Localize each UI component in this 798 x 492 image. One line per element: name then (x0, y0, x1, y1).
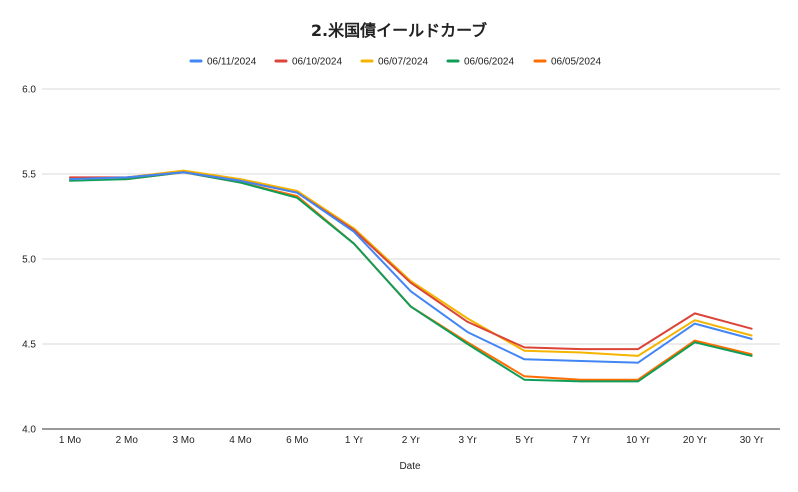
x-axis-ticks: 1 Mo 2 Mo 3 Mo 4 Mo 6 Mo 1 Yr 2 Yr 3 Yr 5 Yr 7 Yr… (59, 435, 764, 446)
legend-label: 06/07/2024 (378, 57, 428, 68)
legend: 06/11/2024 06/10/2024 06/07/2024 06/06/2024… (189, 57, 601, 68)
gridlines (42, 88, 780, 430)
x-tick-label: 2 Mo (116, 435, 139, 446)
x-tick-label: 20 Yr (683, 435, 707, 446)
x-tick-label: 5 Yr (515, 435, 534, 446)
x-tick-label: 3 Yr (459, 435, 478, 446)
x-axis-label: Date (399, 461, 421, 472)
series-line-06-10-2024 (69, 171, 753, 351)
series-line-06-07-2024 (69, 169, 753, 357)
y-tick-label: 6.0 (22, 85, 36, 96)
chart-title: 2.米国債イールドカーブ (311, 21, 487, 40)
y-axis-ticks: 4.0 4.5 5.0 5.5 6.0 (22, 85, 36, 436)
x-tick-label: 3 Mo (172, 435, 195, 446)
x-tick-label: 2 Yr (402, 435, 421, 446)
y-tick-label: 5.5 (22, 170, 36, 181)
x-tick-label: 6 Mo (286, 435, 309, 446)
x-tick-label: 1 Mo (59, 435, 82, 446)
y-tick-label: 5.0 (22, 255, 36, 266)
y-tick-label: 4.5 (22, 340, 36, 351)
legend-label: 06/06/2024 (464, 57, 514, 68)
series-line-06-06-2024 (69, 171, 753, 383)
legend-label: 06/05/2024 (551, 57, 601, 68)
series-line-06-11-2024 (69, 171, 753, 364)
legend-label: 06/10/2024 (292, 57, 342, 68)
x-tick-label: 7 Yr (572, 435, 591, 446)
x-tick-label: 10 Yr (626, 435, 650, 446)
x-tick-label: 30 Yr (740, 435, 764, 446)
legend-label: 06/11/2024 (207, 57, 257, 68)
y-tick-label: 4.0 (22, 425, 36, 436)
x-tick-label: 1 Yr (345, 435, 364, 446)
series-lines (69, 169, 753, 383)
x-tick-label: 4 Mo (229, 435, 252, 446)
